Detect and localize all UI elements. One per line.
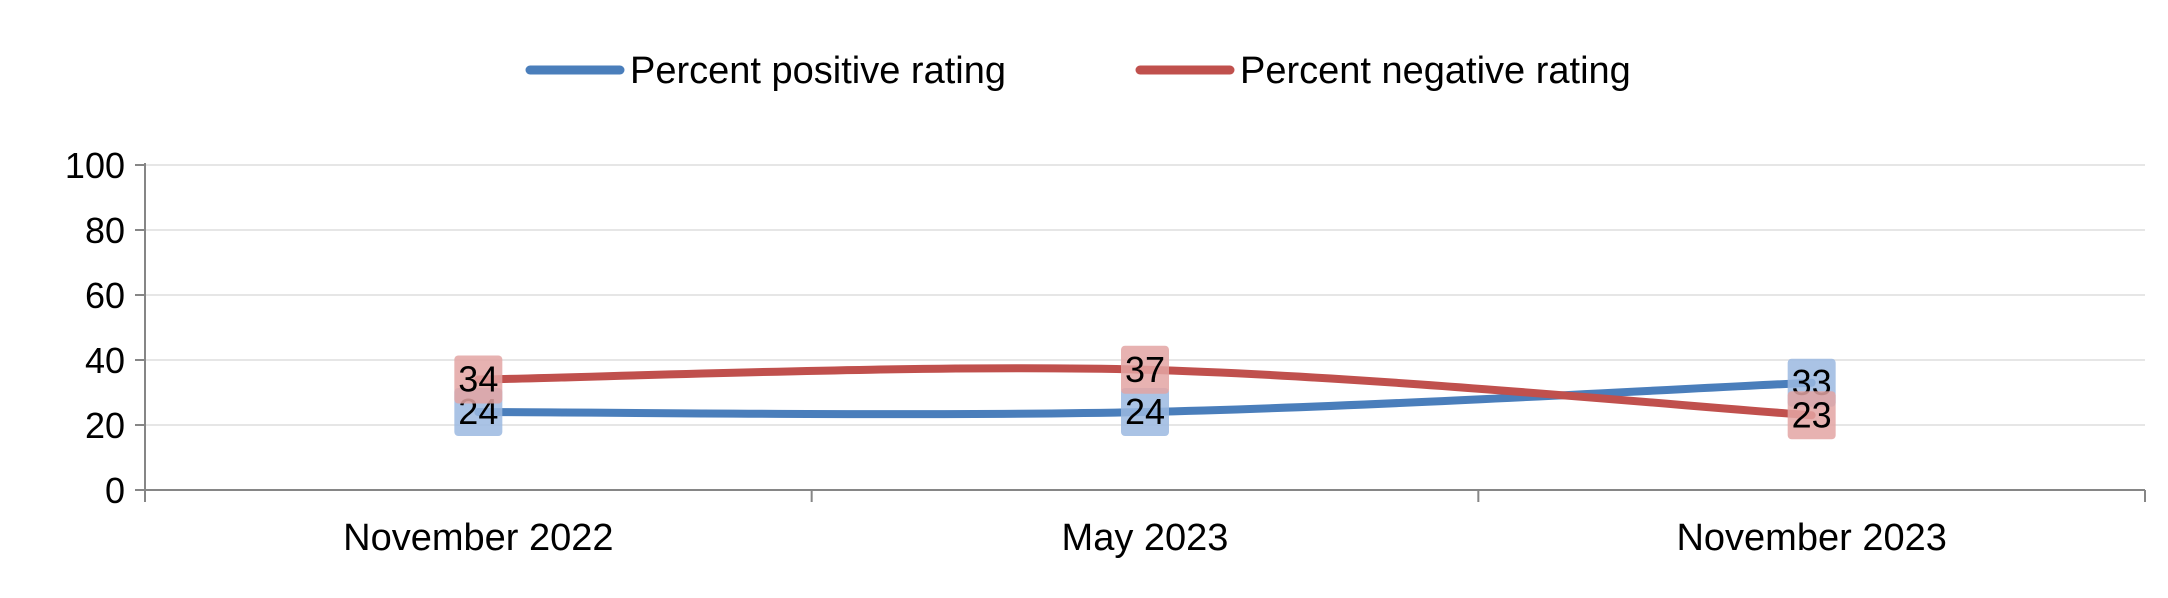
y-tick-label: 80 (85, 210, 125, 251)
x-category-label: November 2022 (343, 517, 613, 559)
legend-item: Percent negative rating (1135, 50, 1631, 92)
data-label: 34 (454, 355, 503, 404)
data-label: 23 (1787, 391, 1836, 440)
data-label-bg (1121, 345, 1169, 394)
data-label-bg (1787, 391, 1836, 440)
legend: Percent positive rating Percent negative … (525, 50, 1631, 92)
data-label-text: 23 (1792, 394, 1832, 435)
legend-label: Percent negative rating (1240, 50, 1631, 92)
axes: 0 20 40 60 80 100 November 2022 May 2023 Novembe… (65, 145, 2146, 559)
legend-item: Percent positive rating (525, 50, 1006, 92)
x-category-label: November 2023 (1676, 517, 1946, 559)
data-label: 24 (1121, 388, 1169, 436)
data-label-text: 37 (1125, 349, 1165, 390)
y-tick-label: 0 (105, 470, 125, 511)
data-label: 37 (1121, 345, 1169, 394)
legend-label: Percent positive rating (630, 50, 1006, 92)
x-category-label: May 2023 (1062, 517, 1229, 559)
data-label-bg (1121, 388, 1169, 436)
y-tick-label: 60 (85, 275, 125, 316)
y-tick-label: 100 (65, 145, 125, 186)
data-label-bg (454, 355, 503, 404)
data-label-text: 24 (1125, 391, 1165, 432)
y-tick-label: 20 (85, 405, 125, 446)
y-tick-label: 40 (85, 340, 125, 381)
data-label-text: 34 (458, 359, 498, 400)
